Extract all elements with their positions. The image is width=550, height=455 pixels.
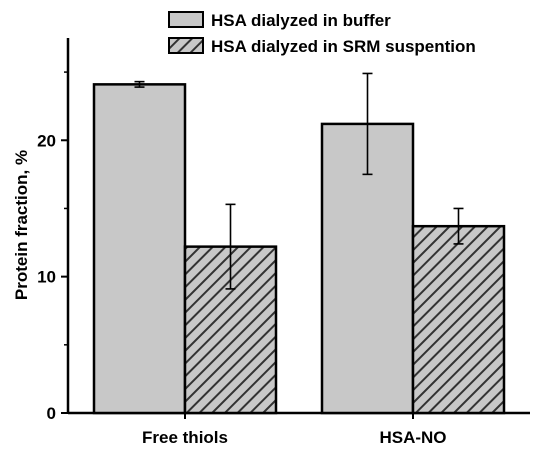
plot-area: 0 10 20 Free thiols HSA-NO xyxy=(37,38,530,447)
y-tick-label: 10 xyxy=(37,268,56,287)
y-axis-label: Protein fraction, % xyxy=(12,150,31,300)
x-category-label: Free thiols xyxy=(142,428,228,447)
legend-label-srm: HSA dialyzed in SRM suspention xyxy=(211,37,476,56)
legend-label-buffer: HSA dialyzed in buffer xyxy=(211,11,391,30)
legend-swatch-srm xyxy=(168,37,204,54)
x-category-label: HSA-NO xyxy=(379,428,446,447)
bar-buffer-0 xyxy=(92,83,187,415)
legend-swatch-buffer xyxy=(168,11,204,28)
y-tick-label: 20 xyxy=(37,131,56,150)
bar-srm-1 xyxy=(411,224,506,415)
y-tick-label: 0 xyxy=(47,404,56,423)
legend: HSA dialyzed in buffer HSA dialyzed in S… xyxy=(168,11,476,56)
